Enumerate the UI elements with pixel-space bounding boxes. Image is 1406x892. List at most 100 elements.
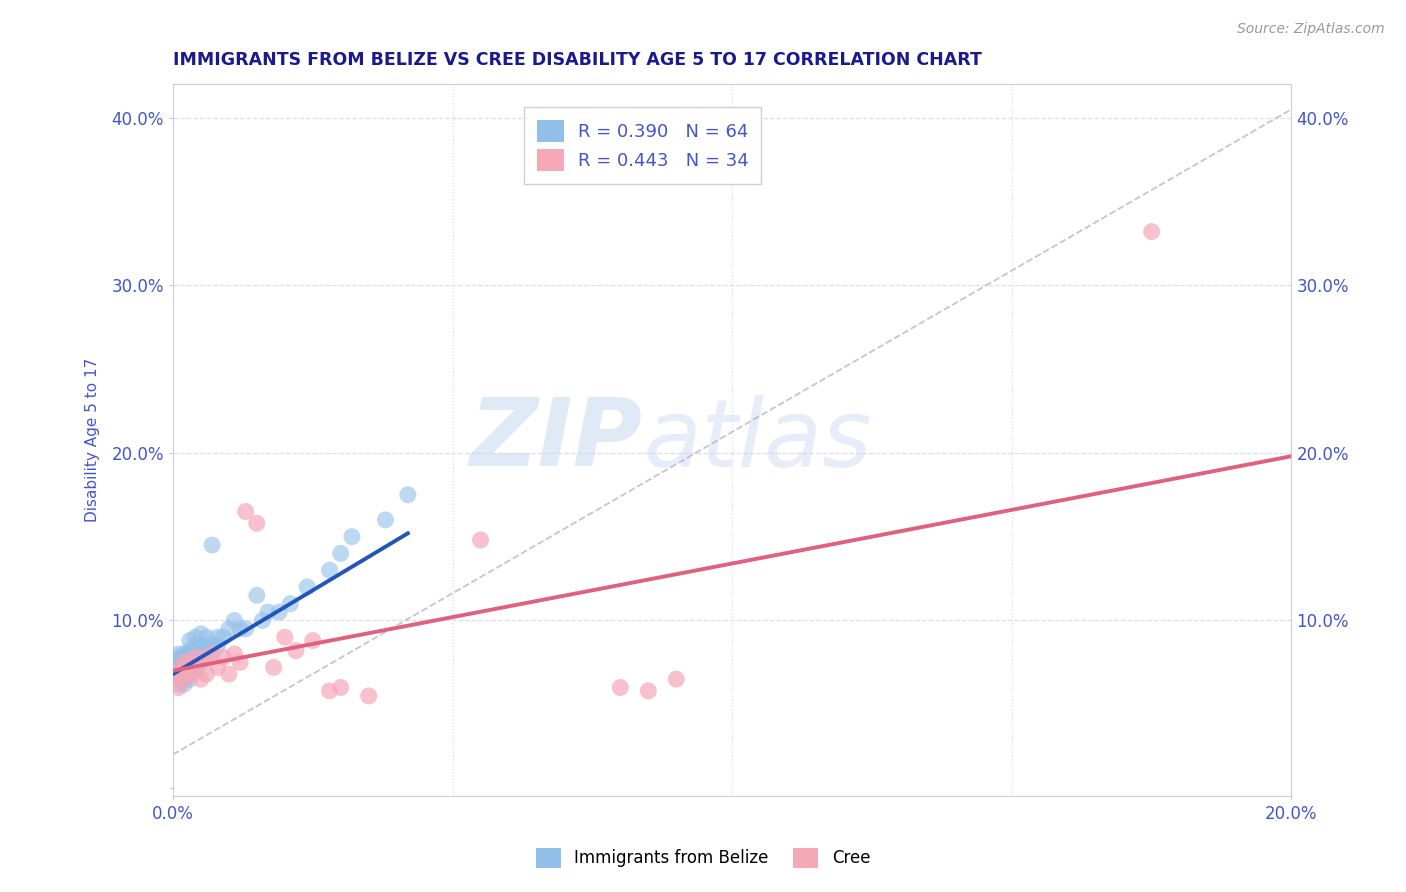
Point xyxy=(285,643,308,657)
Point xyxy=(173,664,195,678)
Point xyxy=(167,656,190,670)
Y-axis label: Disability Age 5 to 17: Disability Age 5 to 17 xyxy=(86,359,100,523)
Point xyxy=(1140,225,1163,239)
Point xyxy=(374,513,396,527)
Point xyxy=(184,630,207,644)
Point xyxy=(201,538,224,552)
Point xyxy=(184,664,207,678)
Point xyxy=(269,605,291,619)
Point xyxy=(190,672,212,686)
Point xyxy=(173,667,195,681)
Point xyxy=(329,681,352,695)
Point xyxy=(179,667,201,681)
Point xyxy=(207,630,229,644)
Point xyxy=(179,672,201,686)
Point xyxy=(179,664,201,678)
Point xyxy=(340,530,363,544)
Point xyxy=(162,664,184,678)
Point xyxy=(470,533,492,547)
Point xyxy=(235,504,257,518)
Point xyxy=(173,652,195,666)
Point xyxy=(173,647,195,661)
Point xyxy=(167,664,190,678)
Point xyxy=(184,647,207,661)
Point xyxy=(190,627,212,641)
Point xyxy=(190,656,212,670)
Point xyxy=(224,647,246,661)
Point xyxy=(167,677,190,691)
Point xyxy=(218,622,240,636)
Point xyxy=(167,658,190,673)
Point xyxy=(195,650,218,665)
Point xyxy=(173,667,195,681)
Point xyxy=(229,622,252,636)
Point xyxy=(179,656,201,670)
Point xyxy=(173,656,195,670)
Point xyxy=(229,656,252,670)
Point xyxy=(257,605,280,619)
Point xyxy=(318,563,340,577)
Point xyxy=(162,672,184,686)
Point xyxy=(179,647,201,661)
Point xyxy=(280,597,302,611)
Point xyxy=(195,647,218,661)
Point xyxy=(173,664,195,678)
Point xyxy=(246,588,269,602)
Point xyxy=(609,681,631,695)
Point xyxy=(252,614,274,628)
Point xyxy=(224,614,246,628)
Point xyxy=(167,650,190,665)
Point xyxy=(173,672,195,686)
Point xyxy=(190,647,212,661)
Text: Source: ZipAtlas.com: Source: ZipAtlas.com xyxy=(1237,22,1385,37)
Point xyxy=(301,633,323,648)
Legend: Immigrants from Belize, Cree: Immigrants from Belize, Cree xyxy=(529,841,877,875)
Point xyxy=(195,630,218,644)
Point xyxy=(212,650,235,665)
Point xyxy=(274,630,297,644)
Point xyxy=(184,656,207,670)
Point xyxy=(184,639,207,653)
Point xyxy=(218,667,240,681)
Point xyxy=(179,633,201,648)
Point xyxy=(167,667,190,681)
Text: ZIP: ZIP xyxy=(470,394,643,486)
Text: IMMIGRANTS FROM BELIZE VS CREE DISABILITY AGE 5 TO 17 CORRELATION CHART: IMMIGRANTS FROM BELIZE VS CREE DISABILIT… xyxy=(173,51,981,69)
Point xyxy=(173,650,195,665)
Point xyxy=(179,667,201,681)
Text: atlas: atlas xyxy=(643,395,870,486)
Point xyxy=(167,681,190,695)
Point xyxy=(173,658,195,673)
Point xyxy=(190,639,212,653)
Point xyxy=(190,656,212,670)
Point xyxy=(173,656,195,670)
Point xyxy=(173,660,195,674)
Point xyxy=(167,664,190,678)
Point xyxy=(246,516,269,531)
Legend: R = 0.390   N = 64, R = 0.443   N = 34: R = 0.390 N = 64, R = 0.443 N = 34 xyxy=(524,107,762,184)
Point xyxy=(184,664,207,678)
Point xyxy=(212,630,235,644)
Point xyxy=(201,639,224,653)
Point xyxy=(167,672,190,686)
Point xyxy=(665,672,688,686)
Point xyxy=(184,650,207,665)
Point xyxy=(207,639,229,653)
Point xyxy=(167,660,190,674)
Point xyxy=(173,677,195,691)
Point xyxy=(179,650,201,665)
Point xyxy=(235,622,257,636)
Point xyxy=(263,660,285,674)
Point xyxy=(295,580,318,594)
Point xyxy=(179,643,201,657)
Point xyxy=(637,684,659,698)
Point xyxy=(179,660,201,674)
Point xyxy=(173,672,195,686)
Point xyxy=(329,546,352,560)
Point xyxy=(357,689,380,703)
Point xyxy=(207,660,229,674)
Point xyxy=(195,667,218,681)
Point xyxy=(162,656,184,670)
Point xyxy=(396,488,419,502)
Point xyxy=(195,639,218,653)
